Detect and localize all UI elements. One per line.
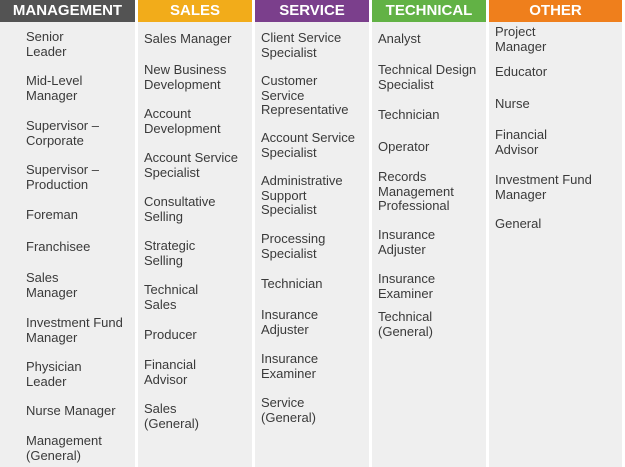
list-item: Analyst bbox=[378, 31, 421, 46]
list-item: Mid-Level Manager bbox=[26, 73, 83, 103]
column-header-service: SERVICE bbox=[255, 0, 369, 22]
list-item: Account Development bbox=[144, 106, 221, 136]
column-header-sales: SALES bbox=[138, 0, 252, 22]
list-item: Service (General) bbox=[261, 395, 316, 425]
list-item: Supervisor – Production bbox=[26, 162, 99, 192]
list-item: New Business Development bbox=[144, 62, 227, 92]
list-item: Physician Leader bbox=[26, 359, 82, 389]
list-item: Foreman bbox=[26, 207, 79, 222]
column-body-technical: Analyst Technical Design Specialist Tech… bbox=[372, 22, 486, 467]
column-management: MANAGEMENT Senior Leader Mid-Level Manag… bbox=[0, 0, 135, 467]
list-item: Sales Manager bbox=[26, 270, 78, 300]
list-item: Nurse Manager bbox=[26, 403, 116, 418]
list-item: Investment Fund Manager bbox=[26, 315, 123, 345]
list-item: Supervisor – Corporate bbox=[26, 118, 99, 148]
column-header-other: OTHER bbox=[489, 0, 622, 22]
column-header-technical: TECHNICAL bbox=[372, 0, 486, 22]
list-item: Investment Fund Manager bbox=[495, 172, 592, 202]
column-body-management: Senior Leader Mid-Level Manager Supervis… bbox=[0, 22, 135, 467]
list-item: Consultative Selling bbox=[144, 194, 216, 224]
list-item: General bbox=[495, 216, 542, 231]
list-item: Insurance Adjuster bbox=[261, 307, 319, 337]
column-body-service: Client Service Specialist Customer Servi… bbox=[255, 22, 369, 467]
list-item: Account Service Specialist bbox=[261, 130, 355, 160]
list-item: Producer bbox=[144, 327, 197, 342]
column-other: OTHER Project Manager Educator Nurse Fin… bbox=[489, 0, 622, 467]
list-item: Senior Leader bbox=[26, 29, 67, 59]
list-item: Insurance Examiner bbox=[261, 351, 319, 381]
list-item: Technical Design Specialist bbox=[378, 62, 477, 92]
list-item: Client Service Specialist bbox=[261, 30, 342, 60]
list-item: Customer Service Representative bbox=[261, 73, 349, 117]
list-item: Insurance Examiner bbox=[378, 271, 436, 301]
column-header-management: MANAGEMENT bbox=[0, 0, 135, 22]
list-item: Account Service Specialist bbox=[144, 150, 238, 180]
list-item: Management (General) bbox=[26, 433, 102, 463]
list-item: Technical (General) bbox=[378, 309, 433, 339]
list-item: Records Management Professional bbox=[378, 169, 454, 213]
list-item: Franchisee bbox=[26, 239, 91, 254]
list-item: Educator bbox=[495, 64, 548, 79]
list-item: Administrative Support Specialist bbox=[261, 173, 343, 217]
list-item: Processing Specialist bbox=[261, 231, 326, 261]
list-item: Operator bbox=[378, 139, 430, 154]
list-item: Nurse bbox=[495, 96, 530, 111]
list-item: Technician bbox=[261, 276, 323, 291]
list-item: Insurance Adjuster bbox=[378, 227, 436, 257]
column-technical: TECHNICAL Analyst Technical Design Speci… bbox=[372, 0, 486, 467]
list-item: Financial Advisor bbox=[495, 127, 548, 157]
column-body-other: Project Manager Educator Nurse Financial… bbox=[489, 22, 622, 467]
list-item: Financial Advisor bbox=[144, 357, 197, 387]
list-item: Project Manager bbox=[495, 24, 547, 54]
list-item: Technician bbox=[378, 107, 440, 122]
list-item: Strategic Selling bbox=[144, 238, 196, 268]
list-item: Technical Sales bbox=[144, 282, 199, 312]
column-service: SERVICE Client Service Specialist Custom… bbox=[255, 0, 369, 467]
column-sales: SALES Sales Manager New Business Develop… bbox=[138, 0, 252, 467]
list-item: Sales (General) bbox=[144, 401, 199, 431]
list-item: Sales Manager bbox=[144, 31, 232, 46]
column-body-sales: Sales Manager New Business Development A… bbox=[138, 22, 252, 467]
